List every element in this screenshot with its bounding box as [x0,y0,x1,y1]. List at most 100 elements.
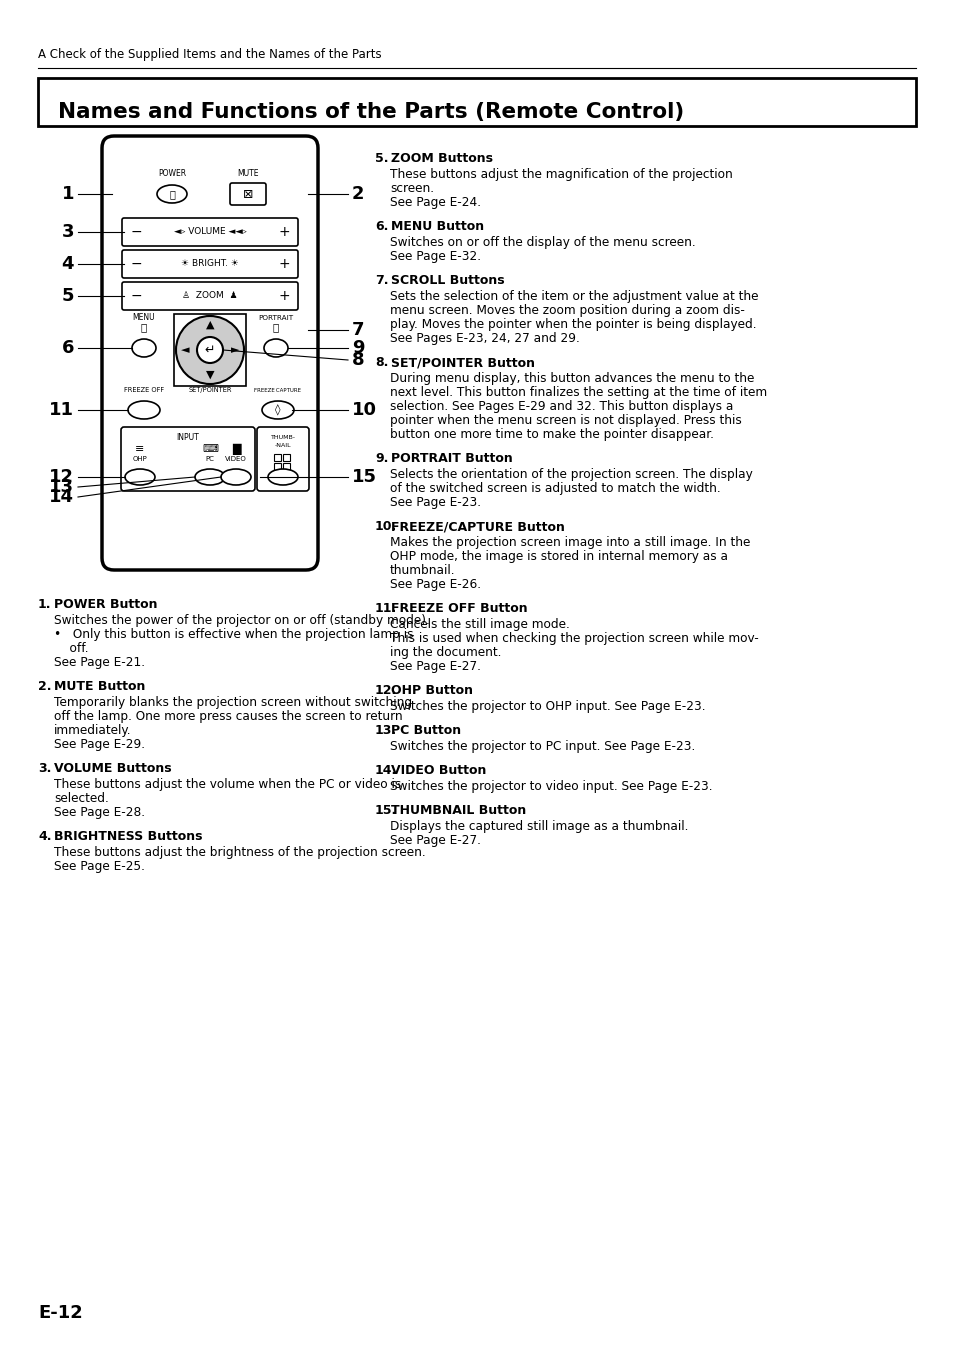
Text: 4: 4 [61,255,74,273]
Text: thumbnail.: thumbnail. [390,563,455,577]
Circle shape [196,336,223,363]
Text: BRIGHTNESS Buttons: BRIGHTNESS Buttons [54,830,202,843]
Text: play. Moves the pointer when the pointer is being displayed.: play. Moves the pointer when the pointer… [390,317,756,331]
Text: ▼: ▼ [206,370,214,380]
Text: 15.: 15. [375,804,396,817]
Text: OHP mode, the image is stored in internal memory as a: OHP mode, the image is stored in interna… [390,550,727,563]
FancyBboxPatch shape [38,78,915,126]
Text: off.: off. [54,642,89,655]
Text: These buttons adjust the volume when the PC or video is: These buttons adjust the volume when the… [54,778,401,790]
FancyBboxPatch shape [122,218,297,246]
Bar [274,454,281,461]
Text: These buttons adjust the magnification of the projection: These buttons adjust the magnification o… [390,168,732,181]
FancyBboxPatch shape [102,136,317,570]
Text: Displays the captured still image as a thumbnail.: Displays the captured still image as a t… [390,820,688,834]
FancyBboxPatch shape [122,282,297,309]
Text: See Page E-32.: See Page E-32. [390,250,480,263]
Text: 3.: 3. [38,762,51,775]
Text: immediately.: immediately. [54,724,132,738]
Text: 5: 5 [61,286,74,305]
Bar [283,463,290,470]
Text: MUTE: MUTE [237,169,258,178]
Text: SET/POINTER Button: SET/POINTER Button [391,357,535,369]
FancyBboxPatch shape [256,427,309,490]
Text: ◊: ◊ [275,404,280,416]
Text: +: + [278,257,290,272]
Text: 8: 8 [352,351,364,369]
Text: 6: 6 [61,339,74,357]
Text: POWER: POWER [158,169,186,178]
Ellipse shape [132,339,156,357]
Bar [274,463,281,470]
Text: 13: 13 [49,478,74,496]
Text: button one more time to make the pointer disappear.: button one more time to make the pointer… [390,428,713,440]
Bar [283,454,290,461]
Text: 14.: 14. [375,765,396,777]
Ellipse shape [128,401,160,419]
Text: 7.: 7. [375,274,388,286]
Text: +: + [278,226,290,239]
Text: E-12: E-12 [38,1304,83,1323]
Text: INPUT: INPUT [176,434,199,442]
Text: 1: 1 [61,185,74,203]
Bar [173,313,246,386]
Text: See Page E-27.: See Page E-27. [390,661,480,673]
Text: Temporarily blanks the projection screen without switching: Temporarily blanks the projection screen… [54,696,412,709]
Text: 15: 15 [352,467,376,486]
FancyBboxPatch shape [122,250,297,278]
Text: ♙  ZOOM  ♟: ♙ ZOOM ♟ [182,292,237,300]
Text: -NAIL: -NAIL [274,443,291,449]
Text: THUMBNAIL Button: THUMBNAIL Button [391,804,526,817]
Text: VIDEO: VIDEO [225,457,247,462]
Text: See Page E-28.: See Page E-28. [54,807,145,819]
Text: ⏻: ⏻ [169,189,174,199]
Text: See Page E-25.: See Page E-25. [54,861,145,873]
Text: selected.: selected. [54,792,109,805]
Text: This is used when checking the projection screen while mov-: This is used when checking the projectio… [390,632,758,644]
Text: Switches the power of the projector on or off (standby mode).: Switches the power of the projector on o… [54,613,429,627]
Text: ⌗: ⌗ [141,322,147,332]
Text: SET/POINTER: SET/POINTER [188,386,232,393]
Text: A Check of the Supplied Items and the Names of the Parts: A Check of the Supplied Items and the Na… [38,49,381,61]
Text: screen.: screen. [390,182,434,195]
Text: OHP: OHP [132,457,147,462]
Text: ⌨: ⌨ [202,444,218,454]
Text: See Page E-23.: See Page E-23. [390,496,480,509]
Ellipse shape [221,469,251,485]
Ellipse shape [262,401,294,419]
Text: 10.: 10. [375,520,396,534]
Text: FREEZE CAPTURE: FREEZE CAPTURE [254,388,301,393]
Text: SCROLL Buttons: SCROLL Buttons [391,274,504,286]
Ellipse shape [194,469,225,485]
Text: 13.: 13. [375,724,396,738]
Text: ►: ► [231,345,239,355]
Text: selection. See Pages E-29 and 32. This button displays a: selection. See Pages E-29 and 32. This b… [390,400,733,413]
Ellipse shape [125,469,154,485]
Text: −: − [130,289,142,303]
Text: PC Button: PC Button [391,724,460,738]
Text: Cancels the still image mode.: Cancels the still image mode. [390,617,569,631]
Text: next level. This button finalizes the setting at the time of item: next level. This button finalizes the se… [390,386,766,399]
Text: −: − [130,226,142,239]
Text: FREEZE OFF Button: FREEZE OFF Button [391,603,527,615]
Text: See Page E-21.: See Page E-21. [54,657,145,669]
Text: ZOOM Buttons: ZOOM Buttons [391,153,493,165]
Text: 2: 2 [352,185,364,203]
Ellipse shape [157,185,187,203]
Text: Sets the selection of the item or the adjustment value at the: Sets the selection of the item or the ad… [390,290,758,303]
Text: 9.: 9. [375,453,388,465]
Text: Makes the projection screen image into a still image. In the: Makes the projection screen image into a… [390,536,750,549]
Text: 12.: 12. [375,684,396,697]
Text: 2.: 2. [38,680,51,693]
Text: Switches the projector to PC input. See Page E-23.: Switches the projector to PC input. See … [390,740,695,753]
Text: 5.: 5. [375,153,388,165]
FancyBboxPatch shape [121,427,254,490]
Text: off the lamp. One more press causes the screen to return: off the lamp. One more press causes the … [54,711,402,723]
Text: ing the document.: ing the document. [390,646,501,659]
Text: pointer when the menu screen is not displayed. Press this: pointer when the menu screen is not disp… [390,413,741,427]
Text: POWER Button: POWER Button [54,598,157,611]
Text: ≡: ≡ [135,444,145,454]
Text: Names and Functions of the Parts (Remote Control): Names and Functions of the Parts (Remote… [58,101,683,122]
Text: ◄: ◄ [180,345,189,355]
Text: menu screen. Moves the zoom position during a zoom dis-: menu screen. Moves the zoom position dur… [390,304,744,317]
